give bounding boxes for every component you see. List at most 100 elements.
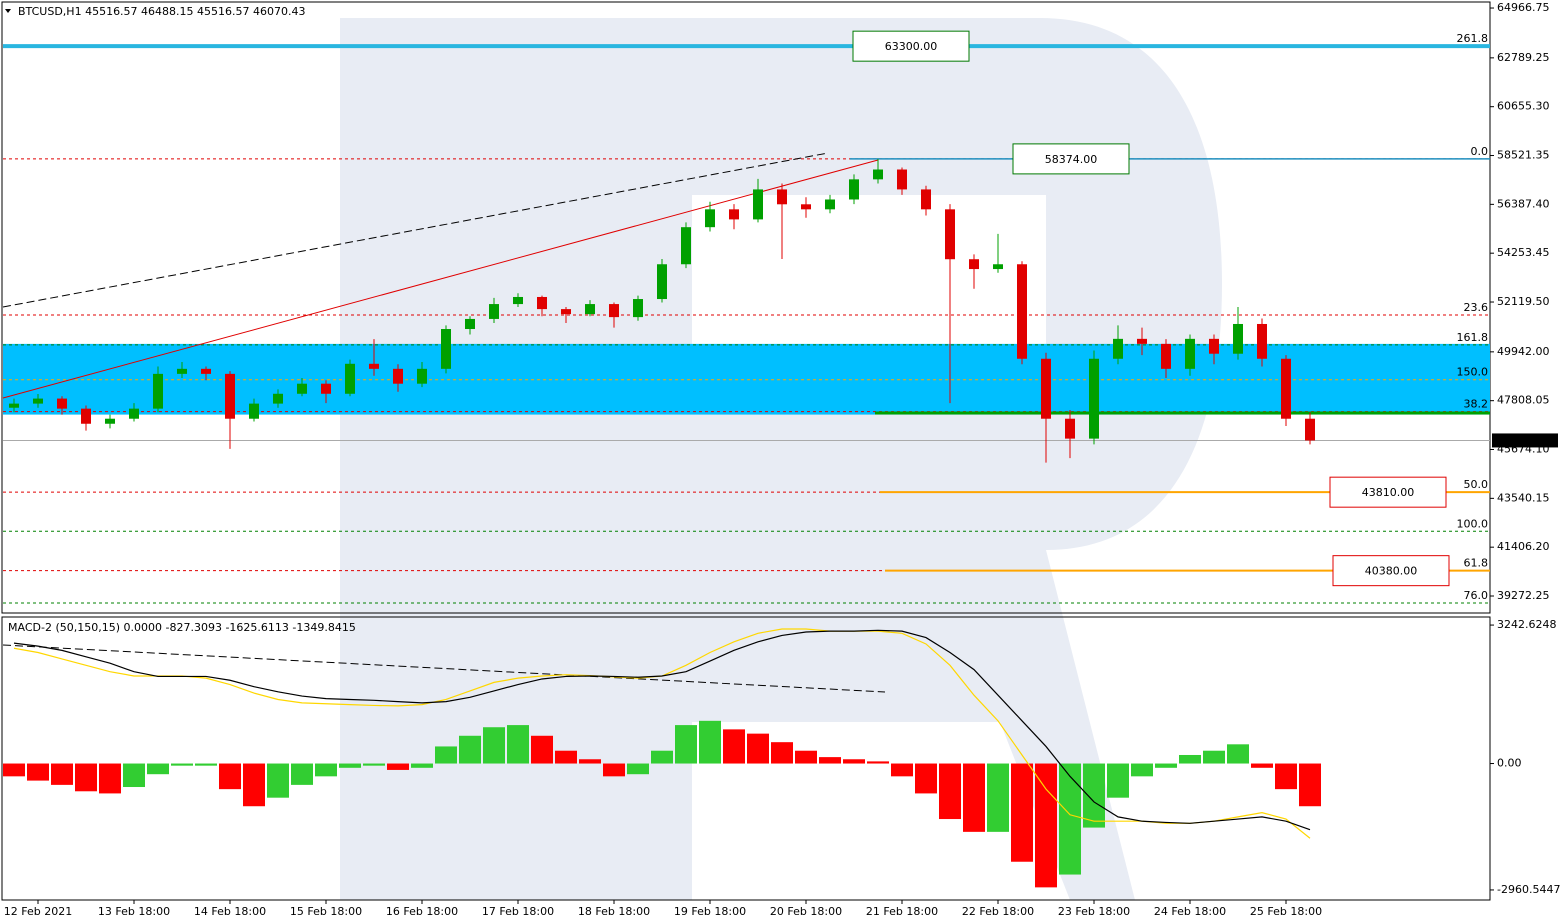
candle-body [657,264,667,300]
histogram-bar [1227,744,1249,764]
x-tick-label: 19 Feb 18:00 [674,905,746,918]
fib-label: 23.6 [1464,301,1489,314]
candle-body [921,189,931,210]
x-tick-label: 12 Feb 2021 [4,905,72,918]
y-tick-label: 52119.50 [1497,295,1550,308]
candle-body [273,393,283,404]
fib-label: 38.2 [1464,398,1489,411]
fib-label: 0.0 [1471,145,1489,158]
macd-pane [1,616,1491,901]
last-price-box [1492,433,1558,448]
x-tick-label: 17 Feb 18:00 [482,905,554,918]
histogram-bar [171,763,193,766]
level-label: 58374.00 [1045,153,1098,166]
x-tick-label: 25 Feb 18:00 [1250,905,1322,918]
candle-body [609,304,619,318]
candle-body [969,259,979,270]
candle-body [753,189,763,220]
histogram-bar [1275,763,1297,790]
candle-body [945,209,955,260]
candle-body [513,296,523,305]
candle-body [537,296,547,310]
candle-body [441,329,451,369]
histogram-bar [843,759,865,764]
histogram-bar [651,750,673,764]
candle-body [1257,323,1267,359]
candle-body [249,403,259,419]
histogram-bar [147,763,169,775]
candle-body [9,403,19,408]
candle-body [1113,338,1123,359]
candle-body [561,309,571,315]
histogram-bar [627,763,649,775]
level-box [1012,143,1130,175]
histogram-bar [795,750,817,764]
candle-body [489,304,499,319]
candle-body [129,408,139,419]
histogram-bar [771,742,793,764]
candle-body [321,383,331,394]
candle-body [393,368,403,384]
histogram-bar [339,763,361,768]
x-tick-label: 20 Feb 18:00 [770,905,842,918]
histogram-bar [483,727,505,764]
level-box [852,30,970,62]
price-pane [1,1,1491,614]
watermark-bowl [516,18,1222,900]
histogram-bar [3,763,25,777]
x-tick-label: 14 Feb 18:00 [194,905,266,918]
fib-label: 76.0 [1464,589,1489,602]
candle-body [177,368,187,374]
histogram-bar [507,725,529,764]
x-tick-label: 15 Feb 18:00 [290,905,362,918]
histogram-bar [243,763,265,807]
watermark [340,18,1222,900]
y-tick-label: 60655.30 [1497,100,1550,113]
histogram-bar [123,763,145,788]
histogram-bar [1203,750,1225,764]
trend-line-dashed [2,152,829,308]
candle-body [369,363,379,369]
candle-body [225,373,235,419]
candle-body [1137,338,1147,344]
level-label: 43810.00 [1362,486,1415,499]
histogram-bar [579,759,601,764]
y-tick-label: 54253.45 [1497,246,1550,259]
histogram-bar [1035,763,1057,888]
fib-label: 161.8 [1457,331,1489,344]
candle-body [1209,338,1219,354]
candle-body [345,363,355,394]
histogram-bar [411,763,433,768]
fib-label: 50.0 [1464,478,1489,491]
candle-body [681,227,691,265]
histogram-bar [963,763,985,832]
histogram-bar [387,763,409,770]
histogram-bar [723,729,745,764]
histogram-bar [75,763,97,792]
y-tick-label: 49942.00 [1497,345,1550,358]
level-label: 40380.00 [1365,565,1418,578]
x-tick-label: 23 Feb 18:00 [1058,905,1130,918]
candle-body [897,169,907,190]
fib-label: 150.0 [1457,366,1489,379]
candle-body [1233,323,1243,354]
y-tick-label: 41406.20 [1497,540,1550,553]
price-header: BTCUSD,H1 45516.57 46488.15 45516.57 460… [18,5,306,18]
histogram-bar [675,725,697,764]
candle-body [585,304,595,315]
histogram-bar [219,763,241,790]
histogram-bar [987,763,1009,832]
y-tick-label: 39272.25 [1497,589,1550,602]
candle-body [633,299,643,318]
candle-body [33,398,43,404]
candle-body [1281,358,1291,419]
candle-body [105,418,115,424]
histogram-bar [747,733,769,764]
histogram-bar [603,763,625,777]
histogram-bar [267,763,289,798]
y-tick-label: 43540.15 [1497,491,1550,504]
level-box [1332,555,1450,587]
y-tick-label: 3242.6248 [1497,618,1557,631]
candle-body [1017,264,1027,359]
histogram-bar [27,763,49,781]
